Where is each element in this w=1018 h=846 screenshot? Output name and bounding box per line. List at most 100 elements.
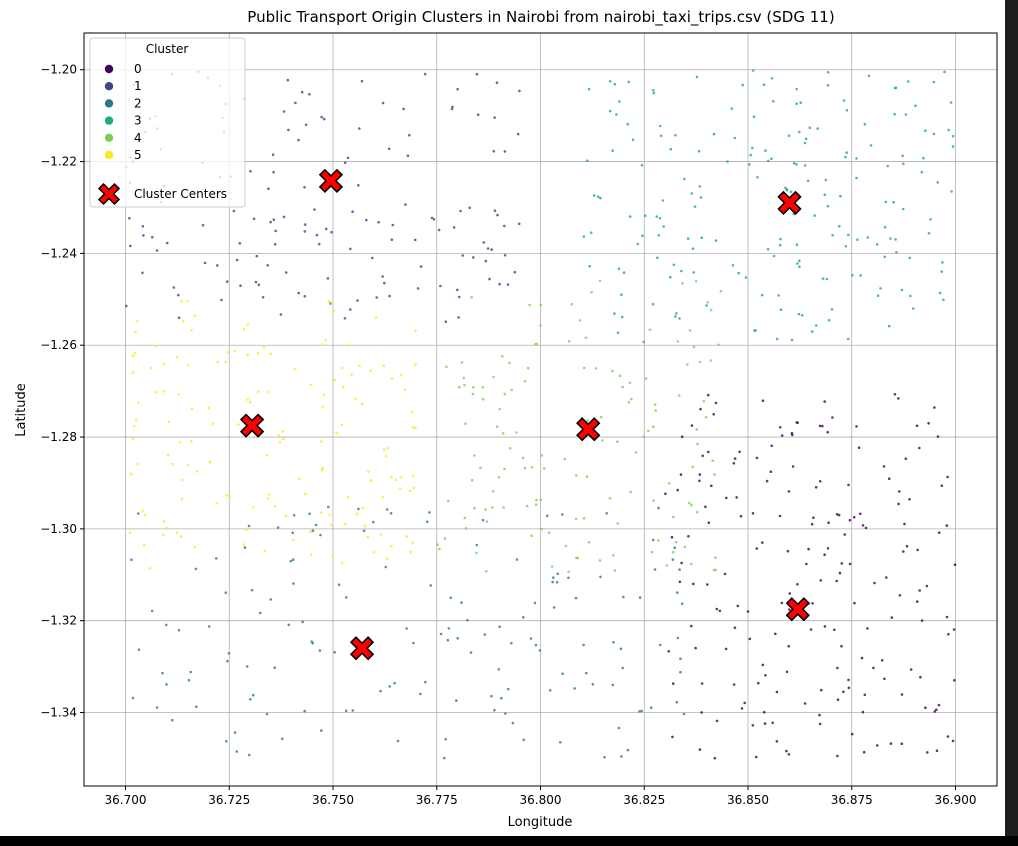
point-cluster-2 [573,687,576,690]
point-cluster-3 [798,265,801,269]
point-cluster-0 [704,505,707,509]
point-cluster-0 [866,627,869,630]
point-cluster-0 [861,710,865,714]
point-cluster-2 [529,637,533,640]
point-cluster-2 [187,678,191,682]
point-cluster-1 [498,282,501,286]
point-cluster-3 [613,82,617,86]
point-cluster-4 [618,374,622,378]
point-cluster-4 [485,569,488,573]
point-cluster-3 [752,115,756,118]
point-cluster-1 [271,153,275,156]
point-cluster-3 [770,157,773,161]
point-cluster-0 [664,492,667,496]
point-cluster-1 [503,150,507,153]
point-cluster-0 [698,479,701,483]
point-cluster-0 [788,592,791,595]
point-cluster-4 [608,496,612,500]
point-cluster-1 [141,271,144,275]
point-cluster-3 [756,176,759,179]
point-cluster-4 [709,359,713,362]
point-cluster-4 [574,517,578,521]
point-cluster-0 [853,601,856,605]
point-cluster-2 [291,558,295,561]
point-cluster-0 [905,544,909,548]
point-cluster-5 [340,366,344,370]
point-cluster-5 [281,429,285,433]
point-cluster-4 [686,363,689,366]
point-cluster-0 [837,513,841,517]
point-cluster-2 [555,581,559,584]
point-cluster-4 [582,517,586,520]
point-cluster-1 [274,229,277,233]
point-cluster-4 [540,454,543,457]
point-cluster-0 [796,421,799,425]
point-cluster-4 [438,547,441,551]
point-cluster-5 [193,545,197,549]
point-cluster-1 [456,288,459,292]
point-cluster-0 [715,607,719,611]
point-cluster-0 [796,583,799,586]
point-cluster-1 [493,209,497,212]
point-cluster-0 [769,470,773,474]
point-cluster-3 [672,263,676,267]
point-cluster-3 [712,132,716,136]
point-cluster-1 [252,217,256,221]
point-cluster-3 [611,149,614,152]
point-cluster-3 [795,243,799,246]
point-cluster-5 [384,454,388,458]
cluster-center-marker [349,636,375,661]
point-cluster-2 [599,575,602,579]
point-cluster-5 [266,497,270,500]
point-cluster-5 [386,557,389,561]
legend-marker-1 [104,82,114,91]
point-cluster-5 [383,448,386,451]
point-cluster-0 [746,610,750,613]
point-cluster-0 [889,742,893,745]
point-cluster-5 [257,390,260,393]
point-cluster-5 [374,316,378,319]
point-cluster-5 [321,405,325,408]
point-cluster-0 [694,646,697,650]
point-cluster-3 [622,271,626,274]
point-cluster-3 [889,237,892,240]
point-cluster-5 [328,513,331,517]
point-cluster-2 [682,712,686,716]
point-cluster-5 [382,364,386,368]
point-cluster-4 [672,515,675,519]
point-cluster-2 [456,637,460,640]
point-cluster-1 [303,186,306,189]
point-cluster-0 [831,416,834,419]
point-cluster-3 [936,181,939,184]
point-cluster-3 [790,338,794,342]
point-cluster-4 [464,527,468,530]
point-cluster-3 [596,195,600,199]
point-cluster-5 [180,299,183,303]
point-cluster-5 [411,410,414,414]
point-cluster-2 [651,538,655,542]
point-cluster-3 [859,274,862,277]
point-cluster-2 [276,526,280,529]
point-cluster-3 [909,294,912,298]
point-cluster-1 [390,238,394,241]
point-cluster-0 [679,473,683,476]
point-cluster-4 [578,319,582,322]
point-cluster-0 [775,740,779,743]
point-cluster-4 [719,289,723,293]
x-axis-ticks: 36.700 36.725 36.750 36.775 36.800 36.825 36.8… [105,786,977,807]
point-cluster-2 [561,672,564,675]
point-cluster-3 [789,190,793,194]
point-cluster-2 [249,698,252,701]
point-cluster-4 [446,499,450,503]
point-cluster-0 [842,690,845,694]
point-cluster-4 [698,360,702,364]
point-cluster-3 [927,232,931,235]
point-cluster-0 [811,602,814,605]
point-cluster-4 [510,388,513,392]
point-cluster-5 [207,406,210,410]
point-cluster-4 [472,386,475,389]
point-cluster-4 [501,432,505,435]
point-cluster-3 [636,242,640,246]
point-cluster-0 [680,561,683,565]
point-cluster-2 [194,567,198,571]
